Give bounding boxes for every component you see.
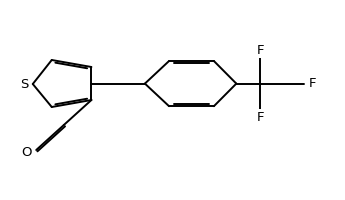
- Text: S: S: [20, 78, 28, 90]
- Text: F: F: [308, 77, 316, 90]
- Text: O: O: [22, 146, 32, 159]
- Text: F: F: [257, 111, 264, 124]
- Text: F: F: [257, 44, 264, 56]
